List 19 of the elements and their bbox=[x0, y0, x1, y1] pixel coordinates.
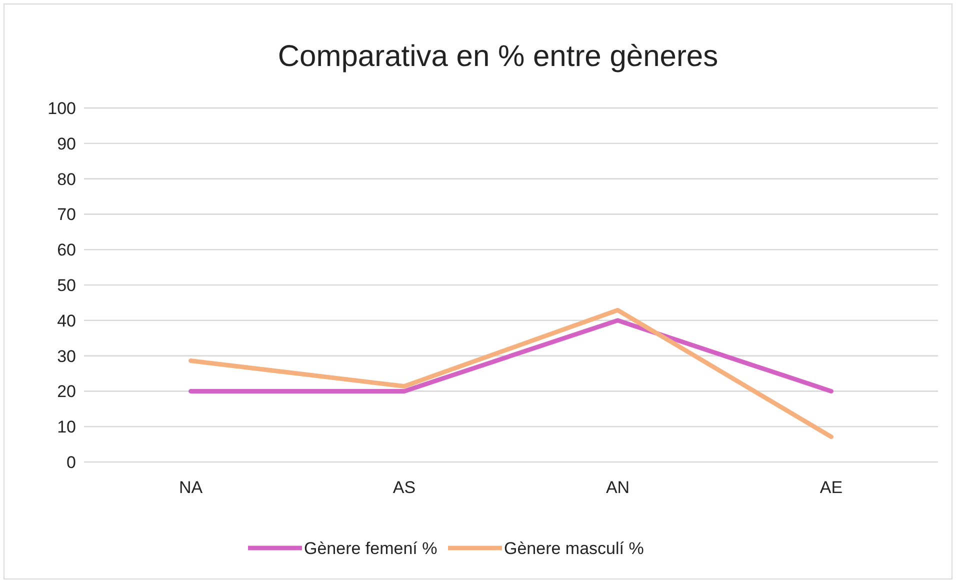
y-tick-label: 60 bbox=[57, 240, 76, 260]
x-tick-label: AN bbox=[606, 478, 630, 497]
y-tick-label: 40 bbox=[57, 311, 76, 330]
line-series bbox=[188, 308, 834, 440]
y-tick-label: 100 bbox=[48, 98, 76, 118]
y-tick-label: 50 bbox=[57, 276, 76, 295]
chart-title: Comparativa en % entre gèneres bbox=[278, 40, 718, 73]
y-tick-label: 80 bbox=[57, 170, 76, 189]
legend-label: Gènere femení % bbox=[304, 538, 438, 558]
y-tick-label: 30 bbox=[57, 346, 76, 366]
x-tick-label: AS bbox=[392, 478, 416, 497]
y-tick-label: 0 bbox=[66, 452, 76, 472]
x-tick-label: NA bbox=[178, 478, 204, 497]
legend-label: Gènere masculí % bbox=[504, 538, 644, 558]
y-tick-label: 10 bbox=[57, 418, 76, 437]
y-tick-label: 70 bbox=[57, 205, 76, 224]
x-tick-label: AE bbox=[820, 478, 843, 497]
y-tick-label: 90 bbox=[57, 134, 76, 154]
y-tick-label: 20 bbox=[57, 382, 76, 402]
